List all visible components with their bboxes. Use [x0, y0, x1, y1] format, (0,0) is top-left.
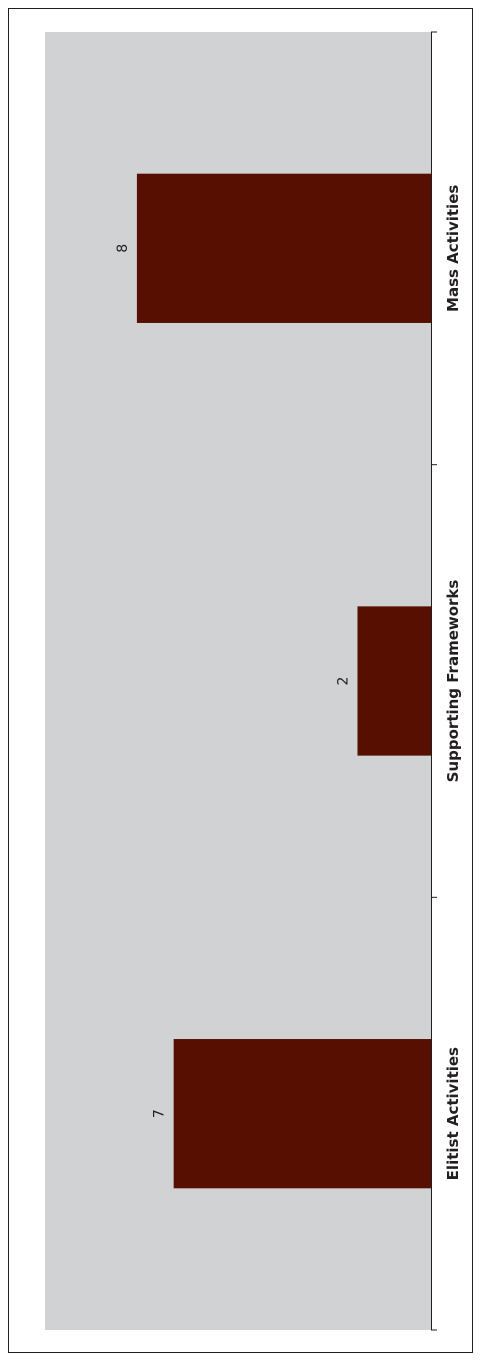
data-label: 8 [115, 244, 131, 253]
bars [136, 173, 431, 1189]
category-label: Supporting Frameworks [444, 580, 462, 783]
category-axis [431, 31, 437, 1331]
data-label: 2 [335, 677, 351, 686]
bar-elitist-activities [173, 1039, 431, 1189]
data-label: 7 [152, 1109, 168, 1118]
category-label: Elitist Activities [444, 1047, 462, 1180]
data-labels: 7 2 8 [115, 244, 352, 1118]
category-tick-labels: Elitist Activities Supporting Frameworks M… [444, 185, 462, 1181]
bar-supporting-frameworks [357, 606, 431, 756]
category-label: Mass Activities [444, 185, 462, 312]
bar-mass-activities [136, 173, 431, 323]
